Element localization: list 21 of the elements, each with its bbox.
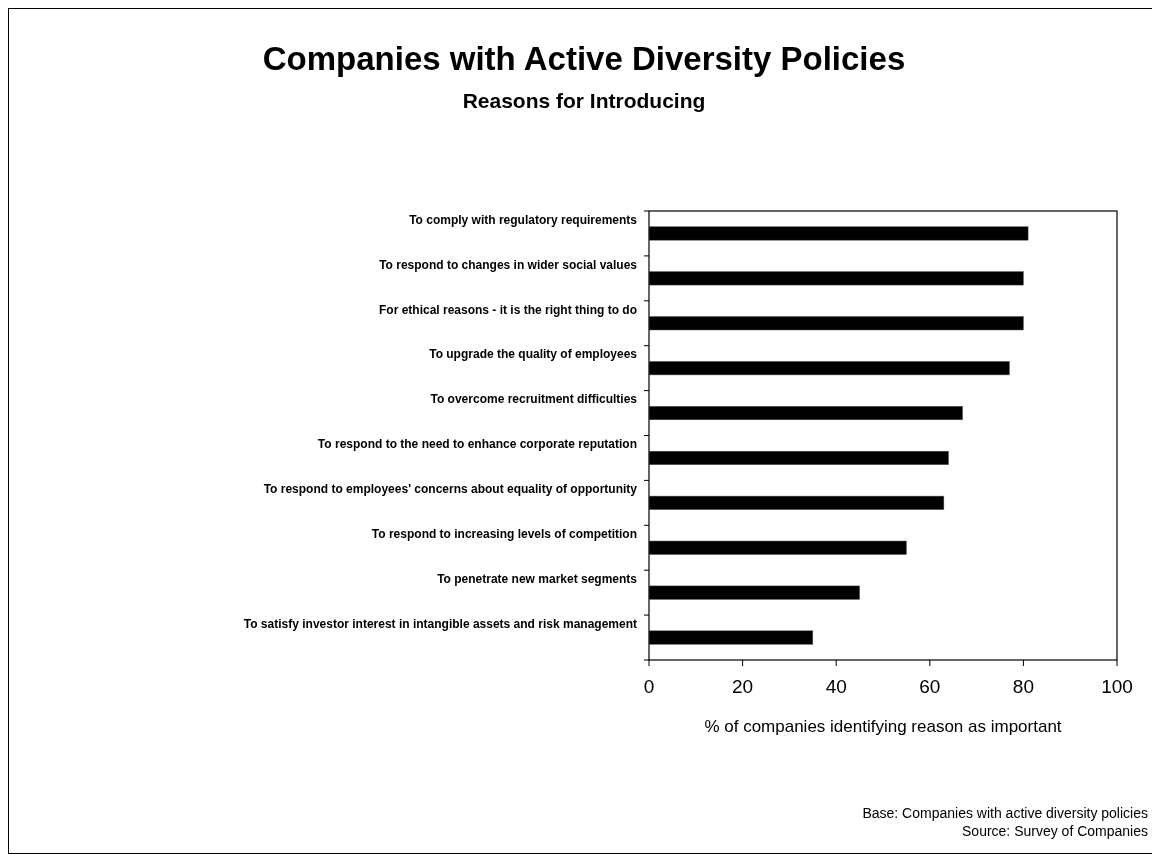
x-tick-label: 60 bbox=[919, 676, 941, 697]
y-tick-label: To respond to employees' concerns about equality of opportunity bbox=[263, 482, 638, 497]
text: Base: Companies with active diversity policies bbox=[862, 805, 1148, 821]
y-tick-label: To upgrade the quality of employees bbox=[429, 347, 638, 362]
x-tick-label: 80 bbox=[1012, 676, 1034, 697]
y-tick-label: To overcome recruitment difficulties bbox=[430, 392, 638, 407]
y-tick-label: For ethical reasons - it is the right thing to do bbox=[378, 302, 637, 317]
y-tick-label: To respond to increasing levels of competition bbox=[371, 527, 637, 542]
x-tick-label: 100 bbox=[1101, 676, 1133, 697]
y-tick-label: To respond to changes in wider social values bbox=[379, 257, 638, 272]
chart-subtitle: Reasons for Introducing bbox=[462, 89, 706, 112]
x-tick-label: 20 bbox=[732, 676, 754, 697]
x-axis-title: % of companies identifying reason as important bbox=[704, 717, 1062, 736]
chart-title: Companies with Active Diversity Policies bbox=[262, 40, 906, 77]
y-tick-label: To respond to the need to enhance corporate reputation bbox=[317, 437, 637, 452]
y-tick-label: To penetrate new market segments bbox=[437, 571, 638, 586]
x-tick-label: 40 bbox=[825, 676, 847, 697]
source-note: Source: Survey of Companies bbox=[962, 823, 1148, 839]
x-tick-label: 0 bbox=[643, 676, 655, 697]
y-tick-label: To satisfy investor interest in intangible assets and risk management bbox=[243, 616, 637, 631]
y-tick-label: To comply with regulatory requirements bbox=[409, 212, 638, 227]
